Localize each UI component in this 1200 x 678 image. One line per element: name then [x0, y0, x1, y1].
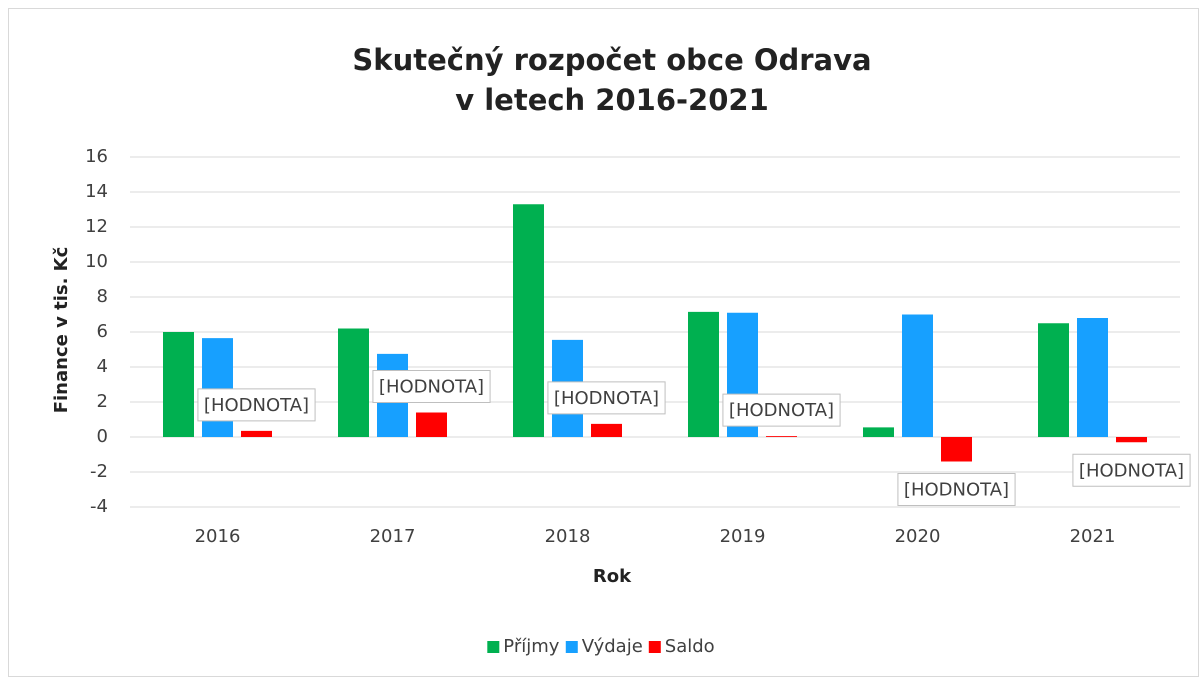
x-tick-label: 2017: [370, 526, 416, 547]
y-tick-label: 12: [85, 216, 108, 237]
chart-title: v letech 2016-2021: [455, 83, 769, 117]
data-label-box: [547, 381, 666, 415]
y-tick-label: 6: [97, 321, 108, 342]
data-label: [HODNOTA]: [904, 480, 1009, 501]
data-label-box: [722, 393, 841, 427]
x-tick-label: 2021: [1070, 526, 1116, 547]
bar: [688, 311, 719, 437]
x-tick-label: 2020: [895, 526, 941, 547]
legend-swatch: [565, 641, 578, 653]
y-tick-label: -4: [90, 496, 108, 517]
legend-label: Saldo: [665, 636, 715, 657]
legend-swatch: [648, 641, 661, 653]
data-label: [HODNOTA]: [729, 400, 834, 421]
bar: [163, 332, 194, 437]
bar: [941, 437, 972, 462]
y-tick-label: 0: [97, 426, 108, 447]
data-label: [HODNOTA]: [1079, 460, 1184, 481]
legend-swatch: [487, 641, 500, 653]
data-label-box: [372, 370, 491, 403]
y-tick-label: -2: [90, 461, 108, 482]
y-axis-title: Finance v tis. Kč: [51, 247, 72, 414]
bar: [202, 338, 233, 437]
data-label: [HODNOTA]: [379, 377, 484, 398]
bar: [513, 204, 544, 437]
x-tick-label: 2019: [720, 526, 766, 547]
y-tick-label: 2: [97, 391, 108, 412]
bar: [766, 436, 797, 437]
y-tick-label: 8: [97, 286, 108, 307]
x-axis-title: Rok: [593, 566, 632, 587]
bar: [591, 423, 622, 437]
data-label-box: [897, 473, 1016, 506]
bar: [1077, 318, 1108, 437]
bar: [241, 430, 272, 437]
legend-label: Příjmy: [503, 636, 559, 657]
data-label: [HODNOTA]: [554, 388, 659, 409]
x-tick-label: 2016: [195, 526, 241, 547]
x-tick-label: 2018: [545, 526, 591, 547]
y-tick-label: 4: [97, 356, 108, 377]
y-tick-label: 14: [85, 181, 108, 202]
data-label: [HODNOTA]: [204, 395, 309, 416]
chart-title: Skutečný rozpočet obce Odrava: [352, 43, 871, 77]
bar: [1038, 323, 1069, 437]
bar: [1116, 437, 1147, 443]
bar: [416, 412, 447, 437]
bar: [338, 328, 369, 437]
bar: [863, 427, 894, 437]
data-label-box: [1072, 453, 1191, 487]
y-tick-label: 10: [85, 251, 108, 272]
bar: [902, 314, 933, 437]
y-tick-label: 16: [85, 146, 108, 167]
legend-label: Výdaje: [582, 636, 643, 657]
data-label-box: [197, 388, 316, 422]
